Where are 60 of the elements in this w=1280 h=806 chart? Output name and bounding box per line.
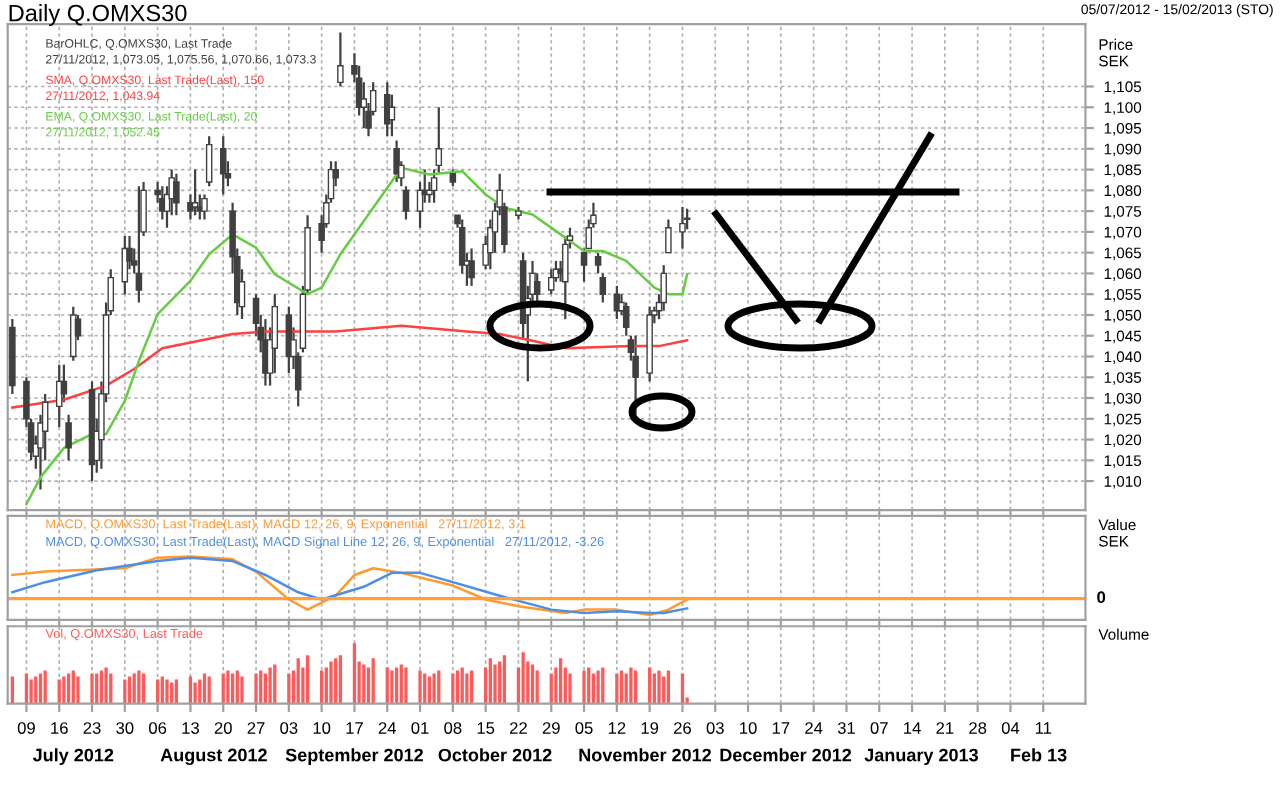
x-tick-label: 11	[1035, 722, 1052, 734]
candlestick	[468, 247, 475, 287]
x2-tick-label: November 2012	[579, 748, 711, 762]
x-tick-label: 13	[182, 722, 199, 734]
candlestick	[205, 135, 213, 188]
candlestick	[70, 305, 77, 362]
candlestick	[665, 218, 672, 254]
x-tick-label: 19	[641, 722, 659, 734]
x-tick-label: 10	[740, 722, 757, 734]
x2-tick-label: September 2012	[285, 748, 423, 766]
x-tick-label: 24	[805, 722, 823, 734]
x2-tick-label: August 2012	[160, 748, 267, 766]
candlestick	[599, 272, 607, 304]
x-tick-label: 29	[542, 722, 560, 734]
x-tick-label: 08	[444, 722, 462, 734]
x2-tick-label: January 2013	[864, 748, 978, 766]
x-tick-label: 14	[904, 722, 921, 734]
x-tick-label: 10	[313, 722, 331, 734]
x-tick-label: 06	[149, 722, 167, 734]
x-tick-label: 27	[247, 722, 265, 734]
candlestick	[219, 135, 227, 196]
x-tick-label: 16	[51, 722, 68, 734]
x-tick-label: 04	[1001, 722, 1020, 734]
x-tick-label: 01	[411, 722, 429, 734]
x-tick-label: 09	[17, 722, 35, 734]
candlestick	[383, 81, 391, 138]
x-tick-label: 31	[837, 722, 855, 734]
candlestick	[402, 185, 410, 221]
candlestick	[547, 268, 555, 296]
candlestick	[632, 334, 639, 416]
line-series	[11, 324, 689, 409]
candlestick	[337, 31, 344, 88]
x-tick-label: 22	[510, 722, 527, 734]
chart-title: Daily Q.OMXS30	[9, 4, 187, 27]
candlestick	[660, 264, 667, 312]
x-tick-label: 05	[575, 722, 593, 734]
x-tick-label: 30	[116, 722, 134, 734]
candlestick	[65, 413, 72, 462]
x-tick-label: 12	[608, 722, 626, 734]
candlestick	[393, 139, 400, 184]
x2-tick-label: October 2012	[438, 748, 552, 762]
x-tick-label: 03	[706, 722, 724, 734]
x-tick-label: 03	[280, 722, 298, 734]
ref-line-label: 0	[1097, 591, 1106, 604]
x-tick-label: 28	[969, 722, 987, 734]
candlestick	[622, 301, 630, 337]
x-tick-label: 17	[772, 722, 790, 734]
x2-tick-label: December 2012	[720, 748, 852, 762]
candlestick	[679, 205, 686, 250]
x2-tick-label: Feb 13	[1011, 748, 1067, 762]
x-tick-label: 21	[936, 722, 954, 734]
x-tick-label: 26	[674, 722, 691, 734]
x-tick-label: 07	[870, 722, 888, 734]
x-tick-label: 15	[477, 722, 495, 734]
candlestick	[594, 251, 602, 275]
x2-tick-label: July 2012	[32, 748, 114, 766]
x-tick-label: 23	[83, 722, 101, 734]
x-tick-label: 17	[346, 722, 363, 734]
x-tick-label: 24	[378, 722, 397, 734]
x-tick-label: 20	[214, 722, 232, 734]
